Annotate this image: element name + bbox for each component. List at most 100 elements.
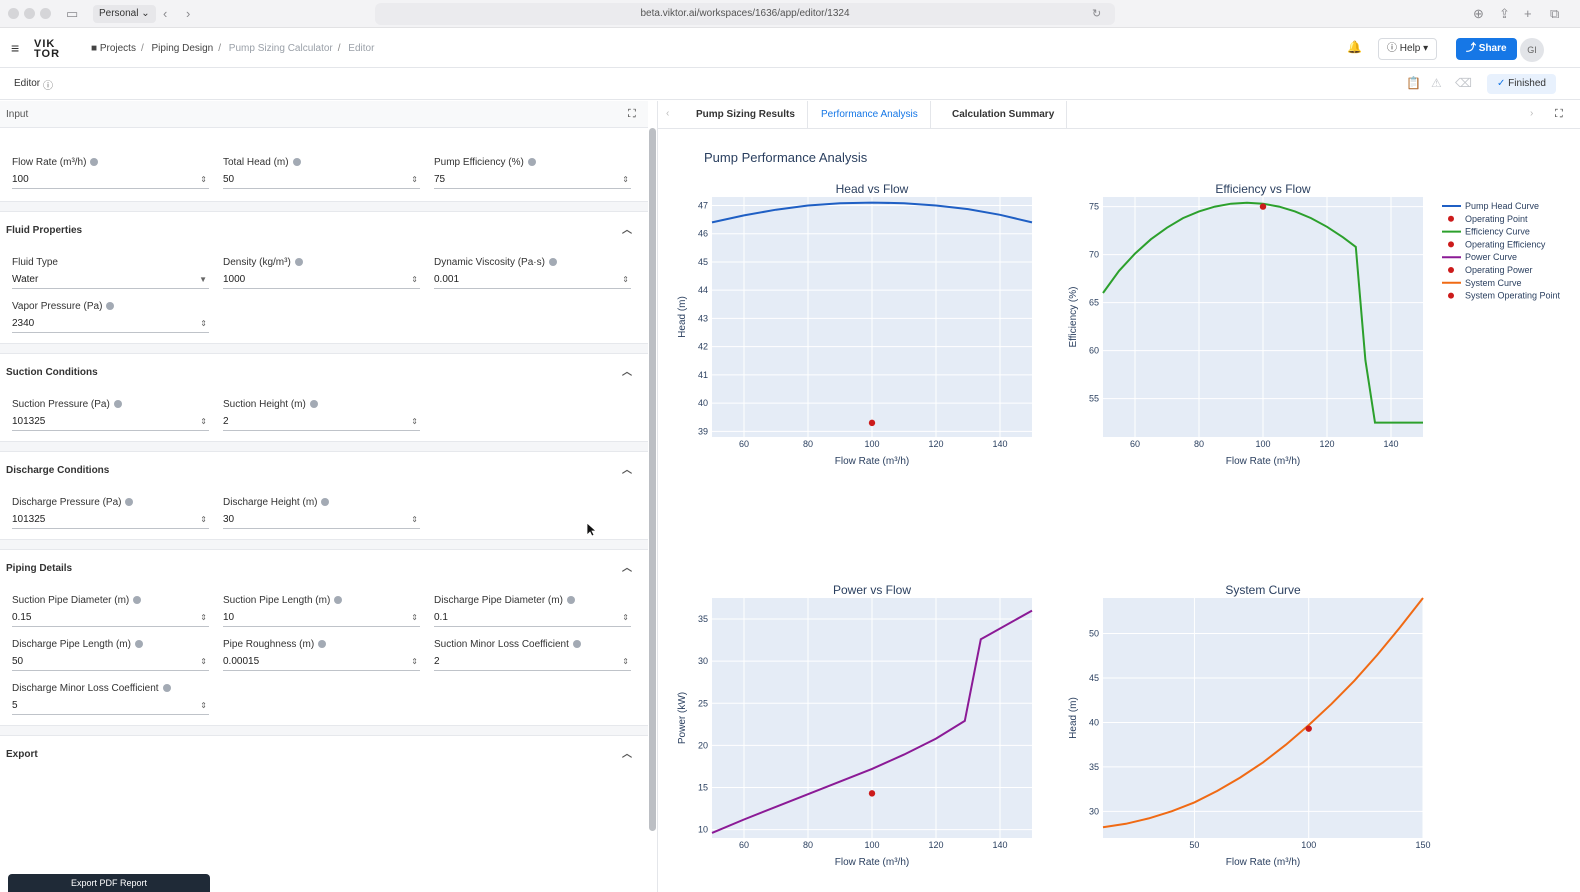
new-tab-icon[interactable]: + [1524, 6, 1532, 21]
chevron-up-icon[interactable]: ︿ [622, 367, 632, 378]
tab-overview-icon[interactable]: ⧉ [1550, 6, 1560, 21]
clipboard-icon[interactable]: 📋 [1406, 76, 1421, 90]
help-button[interactable]: ⓘ Help ▾ [1378, 38, 1438, 60]
menu-icon[interactable]: ≡ [11, 40, 20, 56]
section-header[interactable]: Piping Details ︿ [0, 550, 648, 588]
chevron-up-icon[interactable]: ︿ [622, 465, 632, 476]
share-page-icon[interactable]: ⇪ [1499, 6, 1510, 21]
stepper-icon[interactable]: ⇕ [411, 515, 418, 524]
viktor-logo[interactable]: VIK TOR [34, 38, 61, 60]
info-icon[interactable] [162, 684, 171, 693]
share-button[interactable]: ⤴ Share [1456, 38, 1517, 60]
sidebar-toggle-icon[interactable]: ▭ [66, 6, 79, 21]
stepper-icon[interactable]: ⇕ [622, 275, 629, 284]
stepper-icon[interactable]: ⇕ [200, 701, 207, 710]
stepper-icon[interactable]: ⇕ [411, 275, 418, 284]
flow-rate-input[interactable]: 100 ⇕ [12, 171, 209, 189]
info-icon[interactable] [318, 640, 327, 649]
info-icon[interactable] [113, 400, 122, 409]
stepper-icon[interactable]: ⇕ [411, 613, 418, 622]
window-close-icon[interactable] [8, 8, 19, 19]
tab-performance-analysis[interactable]: Performance Analysis [809, 101, 931, 129]
panel-divider[interactable] [657, 101, 658, 892]
dropdown-caret-icon[interactable]: ▼ [199, 275, 207, 284]
profile-selector[interactable]: Personal ⌄ [93, 5, 156, 23]
suction-pipe-diameter-input[interactable]: 0.15 ⇕ [12, 609, 209, 627]
info-icon[interactable] [90, 158, 99, 167]
stepper-icon[interactable]: ⇕ [622, 175, 629, 184]
info-icon[interactable] [125, 498, 134, 507]
clear-icon[interactable]: ⌫ [1455, 76, 1472, 90]
tab-calculation-summary[interactable]: Calculation Summary [940, 101, 1068, 129]
section-header[interactable]: Fluid Properties ︿ [0, 212, 648, 250]
info-icon[interactable] [321, 498, 330, 507]
info-icon[interactable] [548, 258, 557, 267]
expand-icon[interactable]: ⛶ [628, 108, 636, 120]
info-icon[interactable] [309, 400, 318, 409]
info-icon[interactable] [334, 596, 343, 605]
forward-icon[interactable]: › [186, 6, 191, 21]
chevron-up-icon[interactable]: ︿ [622, 225, 632, 236]
suction-pipe-length-input[interactable]: 10 ⇕ [223, 609, 420, 627]
section-header[interactable]: Discharge Conditions ︿ [0, 452, 648, 490]
chevron-left-icon[interactable]: ‹ [666, 108, 670, 119]
avatar[interactable]: GI [1520, 38, 1544, 62]
chevron-up-icon[interactable]: ︿ [622, 563, 632, 574]
stepper-icon[interactable]: ⇕ [411, 657, 418, 666]
breadcrumb-projects[interactable]: Projects [99, 43, 136, 54]
expand-icon[interactable]: ⛶ [1555, 108, 1563, 120]
chevron-right-icon[interactable]: › [1530, 108, 1534, 119]
stepper-icon[interactable]: ⇕ [622, 657, 629, 666]
stepper-icon[interactable]: ⇕ [200, 417, 207, 426]
discharge-pipe-diameter-input[interactable]: 0.1 ⇕ [434, 609, 631, 627]
info-icon[interactable] [294, 258, 303, 267]
info-icon[interactable]: ⓘ [43, 81, 53, 92]
info-icon[interactable] [133, 596, 142, 605]
pipe-roughness-input[interactable]: 0.00015 ⇕ [223, 653, 420, 671]
stepper-icon[interactable]: ⇕ [200, 613, 207, 622]
tab-pump-sizing-results[interactable]: Pump Sizing Results [684, 101, 808, 129]
vapor-pressure-input[interactable]: 2340 ⇕ [12, 315, 209, 333]
warning-icon[interactable]: ⚠ [1431, 76, 1442, 90]
suction-minor-loss-input[interactable]: 2 ⇕ [434, 653, 631, 671]
stepper-icon[interactable]: ⇕ [200, 657, 207, 666]
discharge-height-input[interactable]: 30 ⇕ [223, 511, 420, 529]
info-icon[interactable] [134, 640, 143, 649]
download-icon[interactable]: ⊕ [1473, 6, 1484, 21]
stepper-icon[interactable]: ⇕ [200, 175, 207, 184]
section-header[interactable]: Export ︿ [0, 736, 648, 774]
info-icon[interactable] [572, 640, 581, 649]
back-icon[interactable]: ‹ [163, 6, 168, 21]
stepper-icon[interactable]: ⇕ [411, 417, 418, 426]
density-input[interactable]: 1000 ⇕ [223, 271, 420, 289]
suction-pressure-input[interactable]: 101325 ⇕ [12, 413, 209, 431]
info-icon[interactable] [106, 302, 115, 311]
reload-icon[interactable]: ↻ [1092, 8, 1102, 20]
discharge-minor-loss-input[interactable]: 5 ⇕ [12, 697, 209, 715]
stepper-icon[interactable]: ⇕ [200, 515, 207, 524]
section-header[interactable]: Suction Conditions ︿ [0, 354, 648, 392]
info-icon[interactable] [527, 158, 536, 167]
breadcrumb-piping-design[interactable]: Piping Design [151, 43, 214, 54]
discharge-pipe-length-input[interactable]: 50 ⇕ [12, 653, 209, 671]
chevron-up-icon[interactable]: ︿ [622, 749, 632, 760]
window-minimize-icon[interactable] [24, 8, 35, 19]
stepper-icon[interactable]: ⇕ [200, 319, 207, 328]
status-badge[interactable]: ✓ Finished [1487, 74, 1556, 94]
scrollbar[interactable] [649, 128, 656, 831]
breadcrumb-pump-sizing-calculator[interactable]: Pump Sizing Calculator [228, 43, 333, 54]
viscosity-input[interactable]: 0.001 ⇕ [434, 271, 631, 289]
bell-icon[interactable]: 🔔 [1347, 40, 1362, 54]
suction-height-input[interactable]: 2 ⇕ [223, 413, 420, 431]
export-pdf-button[interactable]: Export PDF Report [8, 874, 210, 892]
total-head-input[interactable]: 50 ⇕ [223, 171, 420, 189]
fluid-type-select[interactable]: Water ▼ [12, 271, 209, 289]
window-zoom-icon[interactable] [40, 8, 51, 19]
stepper-icon[interactable]: ⇕ [411, 175, 418, 184]
discharge-pressure-input[interactable]: 101325 ⇕ [12, 511, 209, 529]
pump-efficiency-input[interactable]: 75 ⇕ [434, 171, 631, 189]
address-bar[interactable]: beta.viktor.ai/workspaces/1636/app/edito… [375, 3, 1115, 25]
stepper-icon[interactable]: ⇕ [622, 613, 629, 622]
info-icon[interactable] [292, 158, 301, 167]
info-icon[interactable] [566, 596, 575, 605]
